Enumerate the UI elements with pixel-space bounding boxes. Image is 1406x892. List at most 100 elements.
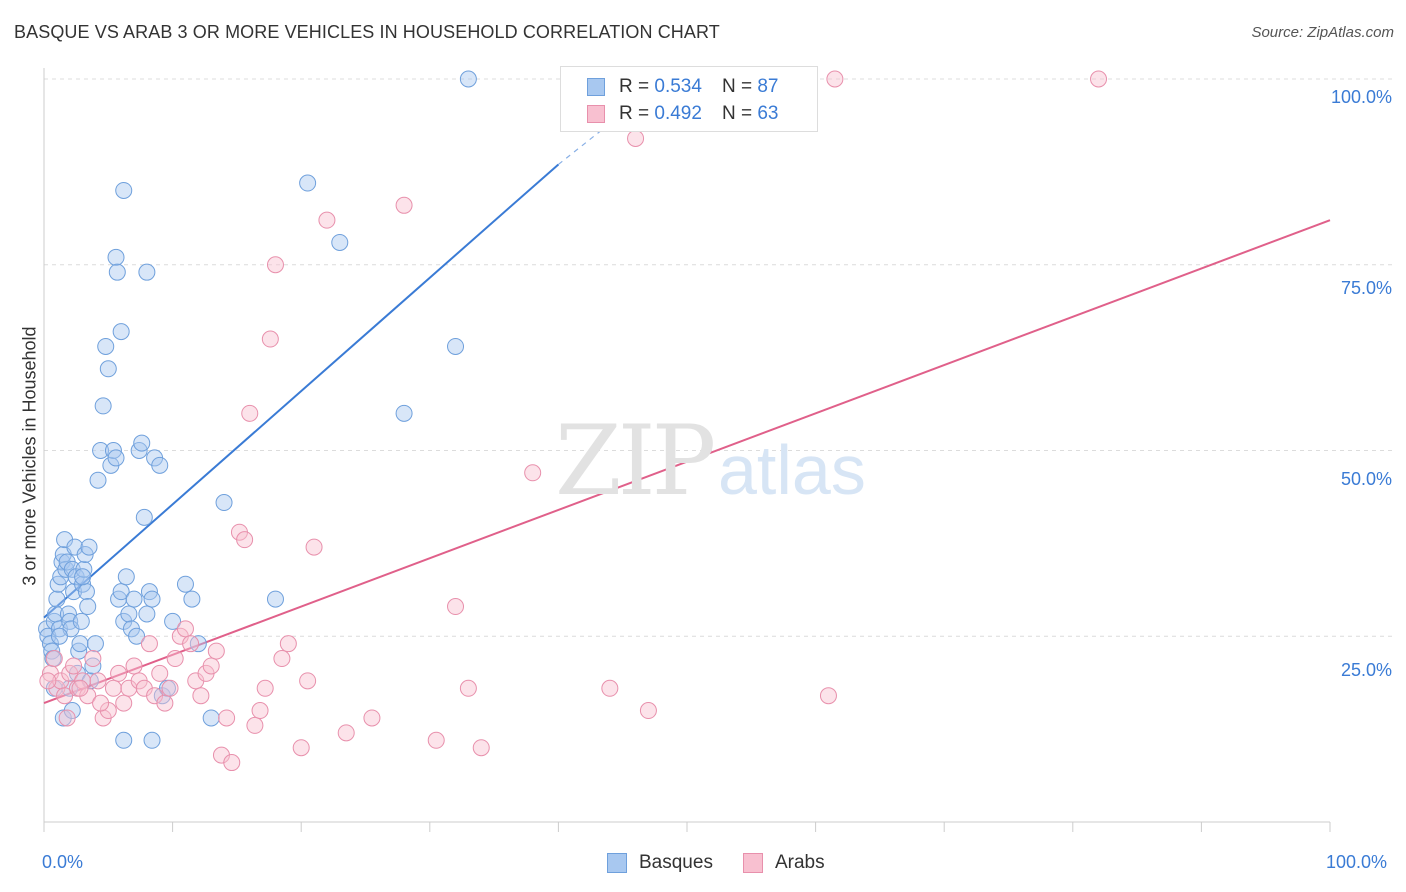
basques-point xyxy=(202,709,220,727)
basques-point xyxy=(72,612,90,630)
arabs-point xyxy=(241,404,259,422)
arabs-point xyxy=(218,709,236,727)
basques-n-value: 87 xyxy=(757,76,779,97)
basques-point xyxy=(79,598,97,616)
basques-point xyxy=(115,731,133,749)
arabs-swatch xyxy=(587,105,605,123)
basques-trendline xyxy=(43,163,560,619)
legend-item-basques[interactable]: Basques xyxy=(607,852,713,874)
basques-point xyxy=(74,568,92,586)
basques-point xyxy=(89,471,107,489)
basques-point xyxy=(86,635,104,653)
arabs-point xyxy=(151,664,169,682)
basques-legend-label: Basques xyxy=(639,852,713,873)
arabs-point xyxy=(279,635,297,653)
arabs-point xyxy=(261,330,279,348)
arabs-point xyxy=(39,672,57,690)
arabs-point xyxy=(71,679,89,697)
basques-point xyxy=(138,605,156,623)
basques-point xyxy=(183,590,201,608)
arabs-point xyxy=(45,650,63,668)
arabs-point xyxy=(207,642,225,660)
x-tick-100: 100.0% xyxy=(1326,852,1388,872)
basques-swatch xyxy=(587,78,605,96)
x-tick-0: 0.0% xyxy=(42,852,84,872)
y-tick-75: 75.0% xyxy=(1340,278,1392,298)
arabs-point xyxy=(202,657,220,675)
arabs-point xyxy=(318,211,336,229)
arabs-point xyxy=(292,739,310,757)
arabs-n-value: 63 xyxy=(757,103,779,124)
arabs-trendline xyxy=(43,219,1331,705)
arabs-point xyxy=(266,256,284,274)
basques-point xyxy=(99,360,117,378)
arabs-point xyxy=(251,702,269,720)
arabs-point xyxy=(1090,70,1108,88)
basques-point xyxy=(80,538,98,556)
basques-point xyxy=(135,508,153,526)
basques-point xyxy=(112,583,130,601)
arabs-point xyxy=(447,598,465,616)
legend-row-arabs: R = 0.492 N = 63 xyxy=(587,102,778,126)
arabs-point xyxy=(161,679,179,697)
y-tick-100: 100.0% xyxy=(1330,87,1392,107)
arabs-point xyxy=(89,672,107,690)
basques-point xyxy=(115,181,133,199)
basques-point xyxy=(331,233,349,251)
arabs-point xyxy=(246,716,264,734)
y-tick-50: 50.0% xyxy=(1340,469,1392,489)
basques-point xyxy=(138,263,156,281)
basques-point xyxy=(65,583,83,601)
arabs-point xyxy=(223,754,241,772)
arabs-point xyxy=(363,709,381,727)
basques-point xyxy=(84,657,102,675)
arabs-point xyxy=(601,679,619,697)
arabs-point xyxy=(826,70,844,88)
basques-point xyxy=(133,434,151,452)
arabs-point xyxy=(299,672,317,690)
arabs-point xyxy=(182,635,200,653)
legend-item-arabs[interactable]: Arabs xyxy=(742,852,825,874)
basques-point xyxy=(459,70,477,88)
arabs-point xyxy=(236,531,254,549)
basques-point xyxy=(215,494,233,512)
arabs-point xyxy=(104,679,122,697)
arabs-point xyxy=(273,650,291,668)
arabs-point xyxy=(166,650,184,668)
arabs-point xyxy=(819,687,837,705)
arabs-point xyxy=(472,739,490,757)
basques-point xyxy=(48,590,66,608)
basques-point xyxy=(128,627,146,645)
arabs-point xyxy=(337,724,355,742)
n-label: N = xyxy=(721,103,753,124)
arabs-point xyxy=(84,650,102,668)
arabs-point xyxy=(140,635,158,653)
chart-title: BASQUE VS ARAB 3 OR MORE VEHICLES IN HOU… xyxy=(14,22,720,42)
r-label: R = xyxy=(619,103,650,124)
basques-point xyxy=(266,590,284,608)
arabs-point xyxy=(524,464,542,482)
basques-point xyxy=(164,612,182,630)
basques-point xyxy=(447,337,465,355)
arabs-r-value: 0.492 xyxy=(654,103,702,124)
n-label: N = xyxy=(721,76,753,97)
basques-point xyxy=(120,605,138,623)
stats-legend: R = 0.534 N = 87 R = 0.492 N = 63 xyxy=(560,66,818,132)
basques-point xyxy=(117,568,135,586)
basques-point xyxy=(151,456,169,474)
basques-point xyxy=(94,397,112,415)
basques-point xyxy=(77,583,95,601)
arabs-legend-swatch xyxy=(742,853,763,873)
basques-point xyxy=(50,627,68,645)
basques-point xyxy=(97,337,115,355)
basques-point xyxy=(143,731,161,749)
arabs-point xyxy=(395,196,413,214)
source-label: Source: ZipAtlas.com xyxy=(1251,24,1394,41)
arabs-point xyxy=(639,702,657,720)
arabs-point xyxy=(56,687,74,705)
legend-row-basques: R = 0.534 N = 87 xyxy=(587,75,778,99)
basques-point xyxy=(107,449,125,467)
arabs-point xyxy=(92,694,110,712)
arabs-point xyxy=(65,657,83,675)
